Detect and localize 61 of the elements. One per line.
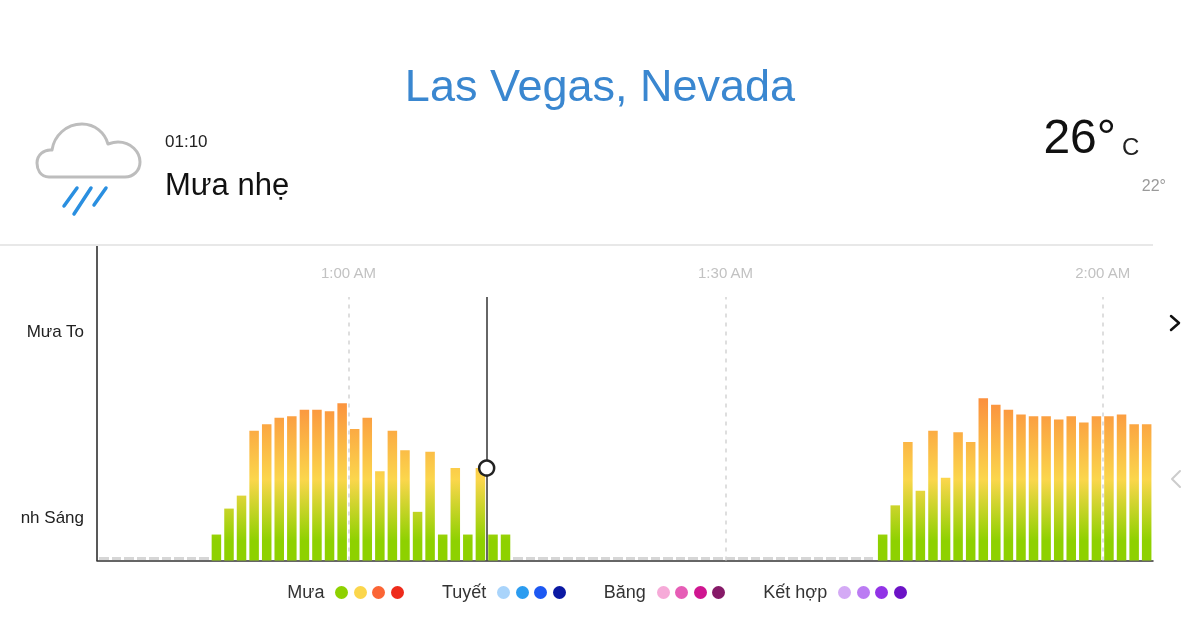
bar [1053,419,1064,561]
bar [1079,422,1089,561]
legend-label: Băng [603,581,646,603]
bar [425,451,435,561]
bar [337,403,347,561]
text: Mưa nhẹ [165,166,290,202]
text: nh Sáng [20,507,84,527]
legend-label: Tuyết [441,581,487,603]
bar [349,429,360,561]
text: 26° [1043,109,1116,163]
bar [1141,424,1152,561]
text: 22° [1141,176,1166,194]
bar [437,534,448,561]
text: Mưa To [26,321,84,341]
bar [475,468,486,561]
bar [211,534,222,561]
bar [928,430,938,561]
bar [1116,414,1127,561]
bar [362,417,373,561]
bar [375,471,385,561]
bar [1104,416,1114,561]
chart-title: Las Vegas, Nevada [404,60,797,111]
bar [1016,414,1026,561]
bar [488,534,498,561]
bar [324,411,335,561]
bar [877,534,888,561]
bar [236,495,247,561]
bar [1091,416,1102,561]
bar [224,508,234,561]
bar [450,468,461,561]
x-tick-label: 1:00 AM [320,264,376,281]
bar [890,505,901,561]
bar [249,430,259,561]
bar [953,432,963,561]
bar [312,409,322,561]
bar [1041,416,1051,561]
bar [299,409,310,561]
bar [978,398,989,561]
bar [940,477,951,561]
bar [261,424,272,561]
bar [287,416,297,561]
legend-label: Mưa [287,581,325,603]
bar [387,430,398,561]
bar [991,404,1001,561]
bar [463,534,473,561]
bar [1003,409,1014,561]
bar [1066,416,1076,561]
text: 01:10 [165,131,208,151]
bar [1129,424,1139,561]
bar [412,511,423,561]
bar [274,417,284,561]
text: C [1122,132,1140,160]
legend-label: Kết hợp [763,581,828,603]
bar [400,450,410,561]
x-tick-label: 2:00 AM [1075,264,1131,281]
bar [500,534,511,561]
bar [903,442,913,561]
x-tick-label: 1:30 AM [698,264,754,281]
bar [915,490,926,561]
bar [965,442,976,561]
bar [1028,416,1039,561]
